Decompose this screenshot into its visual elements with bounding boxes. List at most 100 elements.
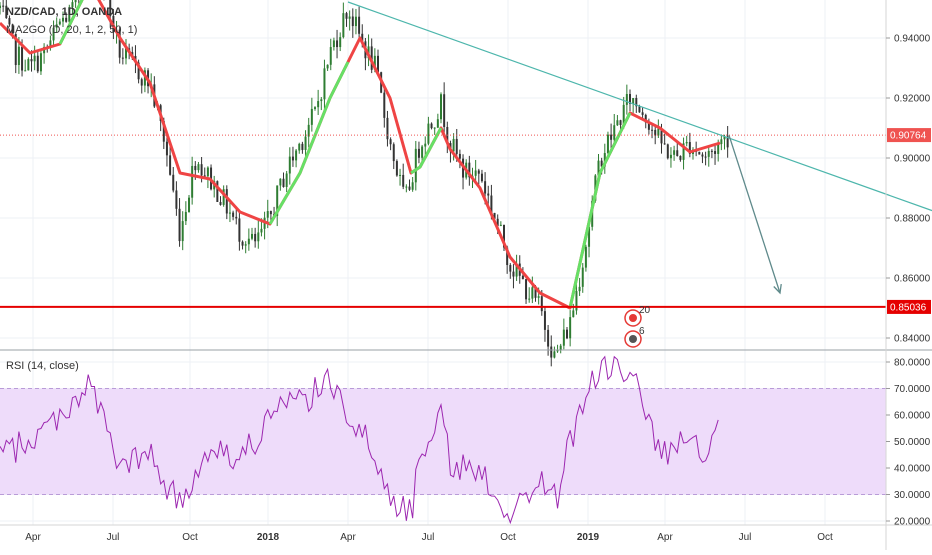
projection-arrow-shaft (728, 135, 781, 294)
symbol-label[interactable]: NZD/CAD, 1D, OANDA (6, 6, 123, 18)
indicator-label[interactable]: MA2GO (D, 20, 1, 2, 50, 1) (6, 24, 138, 36)
candle-body (540, 296, 543, 312)
candle-body (52, 27, 55, 41)
candle-body (304, 136, 307, 150)
trendline (347, 1, 932, 212)
time-axis-label: Oct (817, 532, 833, 543)
rsi-axis-label: 40.0000 (894, 464, 931, 475)
candle-body (666, 144, 669, 159)
candle-body (232, 212, 235, 217)
time-axis-label: 2019 (577, 532, 600, 543)
ma-line-green (568, 112, 632, 309)
candle-body (610, 134, 613, 140)
candle-body (332, 40, 335, 48)
candle-body (496, 218, 499, 226)
candle-body (269, 211, 272, 215)
candle-body (39, 53, 42, 72)
candle-body (395, 161, 398, 176)
rsi-label[interactable]: RSI (14, close) (6, 360, 79, 372)
candle-body (30, 59, 33, 62)
candle-body (578, 286, 581, 292)
candle-body (329, 47, 332, 65)
candle-body (383, 92, 386, 118)
candle-body (14, 33, 17, 66)
time-axis-label: Apr (657, 532, 673, 543)
candle-body (288, 156, 291, 174)
candle-body (654, 129, 657, 136)
events[interactable]: 20 6 (624, 305, 651, 348)
rsi-band (0, 388, 886, 495)
candle-body (216, 181, 219, 203)
candle-body (109, 0, 112, 16)
price-axis-label: 0.94000 (894, 34, 931, 45)
candle-body (584, 246, 587, 268)
candle-body (657, 128, 660, 136)
candle-body (181, 221, 184, 242)
candle-body (266, 211, 269, 218)
candle-body (21, 46, 24, 71)
time-axis-label: Oct (500, 532, 516, 543)
candle-body (490, 195, 493, 213)
candle-body (118, 29, 121, 58)
candle-body (339, 37, 342, 48)
candle-body (206, 167, 209, 177)
candle-body (241, 241, 244, 246)
candle-body (600, 160, 603, 167)
candle-body (235, 216, 238, 219)
candle-body (24, 70, 27, 72)
candle-body (676, 150, 679, 156)
candle-body (58, 21, 61, 25)
price-axis-label: 0.90000 (894, 154, 931, 165)
candle-body (399, 174, 402, 176)
candle-body (184, 211, 187, 222)
candle-body (606, 134, 609, 154)
earnings-event[interactable]: 6 (624, 326, 645, 348)
candle-body (477, 170, 480, 174)
price-axis-label: 0.92000 (894, 94, 931, 105)
rsi-line (0, 355, 719, 525)
candle-body (71, 2, 74, 8)
candle-body (726, 136, 729, 148)
candle-body (377, 55, 379, 73)
candle-body (342, 13, 345, 38)
candle-body (629, 94, 631, 104)
candle-body (414, 148, 417, 183)
candle-body (238, 218, 241, 242)
candle-body (559, 345, 562, 351)
candle-body (175, 190, 178, 209)
candle-body (531, 287, 534, 299)
candle-body (172, 174, 175, 191)
candle-body (301, 143, 304, 150)
candle-body (528, 298, 531, 300)
flag-event[interactable]: 20 (624, 305, 651, 327)
candle-body (389, 139, 392, 145)
rsi-axis-label: 50.0000 (894, 437, 931, 448)
candle-body (421, 146, 424, 158)
candle-body (647, 122, 650, 130)
candle-body (345, 13, 348, 19)
ma-line-green (410, 127, 443, 175)
candle-body (307, 124, 310, 137)
candle-body (68, 7, 71, 22)
candle-body (701, 154, 704, 157)
candle-body (493, 212, 496, 219)
candle-body (433, 127, 436, 129)
candle-body (361, 33, 364, 42)
candle-body (588, 226, 591, 247)
candle-body (49, 40, 52, 48)
time-axis-label: Jul (739, 532, 752, 543)
candle-body (632, 98, 635, 104)
candle-body (8, 18, 11, 25)
candle-body (698, 151, 701, 155)
rsi-axis-label: 20.0000 (894, 517, 931, 528)
candle-body (597, 160, 600, 176)
candle-body (685, 142, 688, 144)
candle-body (641, 112, 644, 115)
candle-body (688, 142, 691, 154)
candle-body (635, 98, 638, 107)
candle-body (188, 197, 190, 212)
candle-body (178, 208, 181, 242)
time-axis-label: Jul (422, 532, 435, 543)
